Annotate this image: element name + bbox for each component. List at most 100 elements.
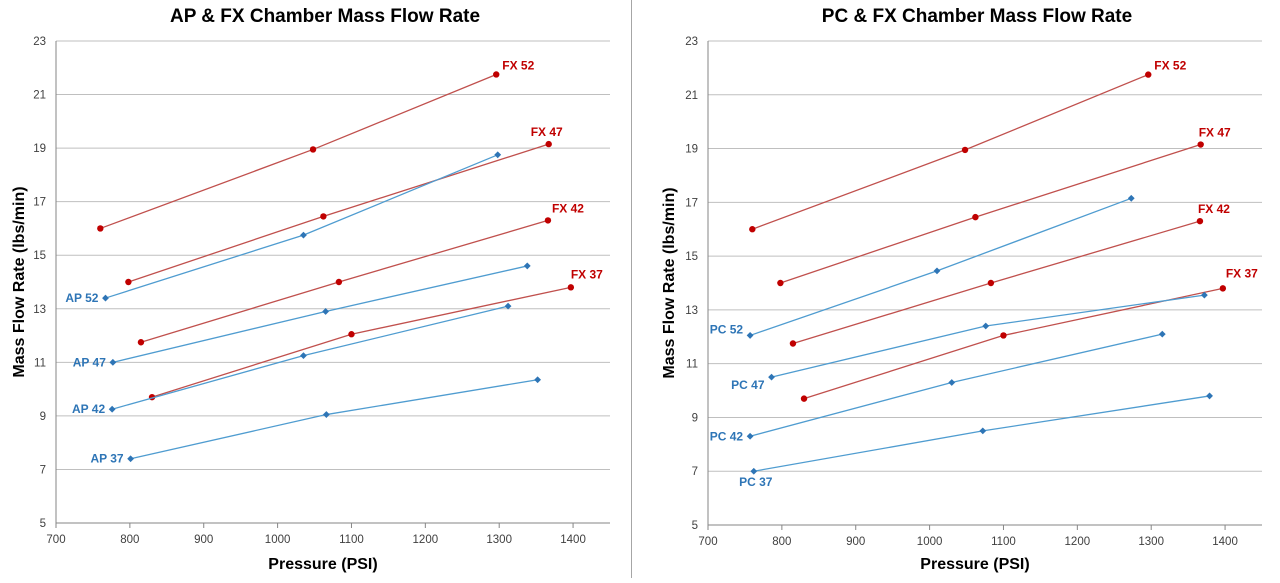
data-point-fx-42-2 bbox=[544, 217, 552, 224]
x-axis-title: Pressure (PSI) bbox=[268, 556, 377, 573]
y-tick-label-17: 17 bbox=[685, 197, 698, 209]
y-tick-label-21: 21 bbox=[33, 90, 46, 102]
data-point-ap-42-0 bbox=[108, 405, 116, 413]
data-point-pc-47-2 bbox=[1200, 291, 1208, 299]
data-point-fx-52-2 bbox=[493, 71, 500, 78]
data-point-fx-47-2 bbox=[545, 140, 552, 148]
chart-divider bbox=[630, 0, 650, 578]
y-tick-label-5: 5 bbox=[692, 520, 698, 532]
series-label-ap-42: AP 42 bbox=[72, 402, 105, 416]
series-label-pc-42: PC 42 bbox=[710, 429, 744, 443]
x-tick-label-800: 800 bbox=[120, 534, 139, 546]
x-tick-label-1000: 1000 bbox=[265, 534, 291, 546]
data-point-fx-47-0 bbox=[125, 278, 132, 286]
series-line-fx-47 bbox=[128, 143, 549, 283]
x-axis-title: Pressure (PSI) bbox=[920, 556, 1029, 573]
data-point-fx-52-0 bbox=[97, 225, 104, 232]
data-point-fx-42-2 bbox=[1196, 217, 1204, 225]
chart-title: AP & FX Chamber Mass Flow Rate bbox=[170, 6, 480, 27]
data-point-pc-47-1 bbox=[982, 322, 990, 330]
y-axis-title: Mass Flow Rate (lbs/min) bbox=[661, 187, 678, 378]
series-line-ap-52 bbox=[105, 154, 498, 299]
data-point-fx-42-1 bbox=[335, 278, 343, 286]
data-point-pc-42-0 bbox=[746, 432, 754, 440]
y-tick-label-11: 11 bbox=[34, 357, 46, 369]
series-label-fx-47: FX 47 bbox=[1199, 126, 1231, 140]
data-point-ap-52-2 bbox=[494, 151, 502, 159]
x-tick-label-1200: 1200 bbox=[413, 534, 439, 546]
pc-fx-chart-svg: PC & FX Chamber Mass Flow Rate 5 7 9 11 13 15 1… bbox=[661, 6, 1262, 573]
data-point-fx-47-1 bbox=[972, 213, 979, 221]
series-label-fx-52: FX 52 bbox=[502, 58, 534, 72]
data-point-fx-52-1 bbox=[961, 146, 969, 154]
y-tick-label-19: 19 bbox=[33, 143, 46, 155]
x-tick-label-900: 900 bbox=[846, 536, 865, 548]
y-tick-label-15: 15 bbox=[685, 251, 698, 263]
series-label-pc-52: PC 52 bbox=[710, 322, 744, 336]
x-tick-label-1200: 1200 bbox=[1065, 536, 1091, 548]
series-label-pc-47: PC 47 bbox=[731, 378, 765, 392]
data-point-fx-37-1 bbox=[1000, 332, 1007, 339]
data-point-ap-47-1 bbox=[322, 308, 330, 315]
y-tick-label-13: 13 bbox=[33, 304, 46, 316]
series-label-ap-37: AP 37 bbox=[90, 452, 123, 466]
data-point-ap-47-0 bbox=[109, 358, 117, 366]
data-point-ap-42-1 bbox=[300, 352, 307, 360]
data-point-pc-37-1 bbox=[979, 427, 987, 435]
y-tick-label-23: 23 bbox=[685, 36, 698, 48]
data-point-pc-37-0 bbox=[750, 467, 758, 475]
x-tick-label-900: 900 bbox=[194, 534, 213, 546]
series-line-ap-47 bbox=[112, 265, 528, 363]
data-point-ap-42-2 bbox=[504, 302, 512, 310]
y-axis-title: Mass Flow Rate (lbs/min) bbox=[11, 186, 28, 377]
data-point-pc-52-1 bbox=[933, 267, 941, 275]
x-tick-label-1100: 1100 bbox=[991, 536, 1016, 548]
data-point-fx-52-2 bbox=[1145, 71, 1152, 78]
data-point-pc-42-1 bbox=[948, 379, 956, 386]
data-point-pc-37-2 bbox=[1206, 392, 1213, 400]
series-label-ap-52: AP 52 bbox=[65, 291, 98, 305]
data-point-ap-37-0 bbox=[127, 455, 135, 463]
series-label-fx-52: FX 52 bbox=[1154, 59, 1186, 73]
series-line-pc-42 bbox=[749, 333, 1163, 437]
y-tick-label-9: 9 bbox=[40, 411, 46, 423]
y-tick-label-5: 5 bbox=[40, 518, 46, 530]
x-tick-label-1000: 1000 bbox=[917, 536, 943, 548]
x-tick-label-800: 800 bbox=[772, 536, 791, 548]
series-line-fx-52 bbox=[100, 73, 497, 230]
data-point-pc-52-2 bbox=[1127, 194, 1135, 202]
x-tick-label-1300: 1300 bbox=[1138, 536, 1164, 548]
data-point-ap-37-1 bbox=[322, 411, 330, 418]
series-line-pc-47 bbox=[771, 294, 1205, 378]
data-point-fx-37-2 bbox=[1219, 285, 1227, 292]
chart-title: PC & FX Chamber Mass Flow Rate bbox=[822, 6, 1132, 27]
y-tick-label-15: 15 bbox=[33, 250, 46, 262]
x-tick-label-700: 700 bbox=[698, 536, 717, 548]
data-point-pc-42-2 bbox=[1158, 330, 1166, 338]
series-label-fx-37: FX 37 bbox=[571, 267, 603, 281]
y-tick-label-17: 17 bbox=[33, 197, 46, 209]
data-point-fx-37-2 bbox=[567, 284, 575, 291]
data-point-fx-47-1 bbox=[320, 213, 327, 220]
y-tick-label-7: 7 bbox=[692, 466, 698, 478]
data-point-ap-37-2 bbox=[534, 376, 542, 384]
data-point-fx-47-2 bbox=[1197, 141, 1204, 148]
series-line-fx-42 bbox=[140, 219, 549, 343]
data-point-fx-37-1 bbox=[348, 331, 355, 338]
data-point-ap-52-1 bbox=[300, 231, 307, 239]
series-line-pc-37 bbox=[753, 395, 1210, 472]
y-tick-label-13: 13 bbox=[685, 305, 698, 317]
y-tick-label-7: 7 bbox=[40, 464, 46, 476]
series-line-fx-37 bbox=[803, 287, 1223, 400]
x-tick-label-1400: 1400 bbox=[560, 534, 586, 546]
data-point-ap-52-0 bbox=[102, 294, 109, 302]
ap-fx-chart: AP & FX Chamber Mass Flow Rate 5 7 9 11 13 15 1… bbox=[0, 0, 630, 578]
series-label-pc-37: PC 37 bbox=[739, 475, 773, 489]
data-point-fx-52-0 bbox=[749, 226, 756, 233]
data-point-fx-37-0 bbox=[800, 395, 808, 402]
series-label-fx-42: FX 42 bbox=[1198, 202, 1230, 216]
y-tick-label-11: 11 bbox=[686, 359, 698, 371]
x-tick-label-1300: 1300 bbox=[486, 534, 512, 546]
data-point-fx-42-0 bbox=[137, 339, 145, 346]
y-tick-label-23: 23 bbox=[33, 36, 46, 48]
